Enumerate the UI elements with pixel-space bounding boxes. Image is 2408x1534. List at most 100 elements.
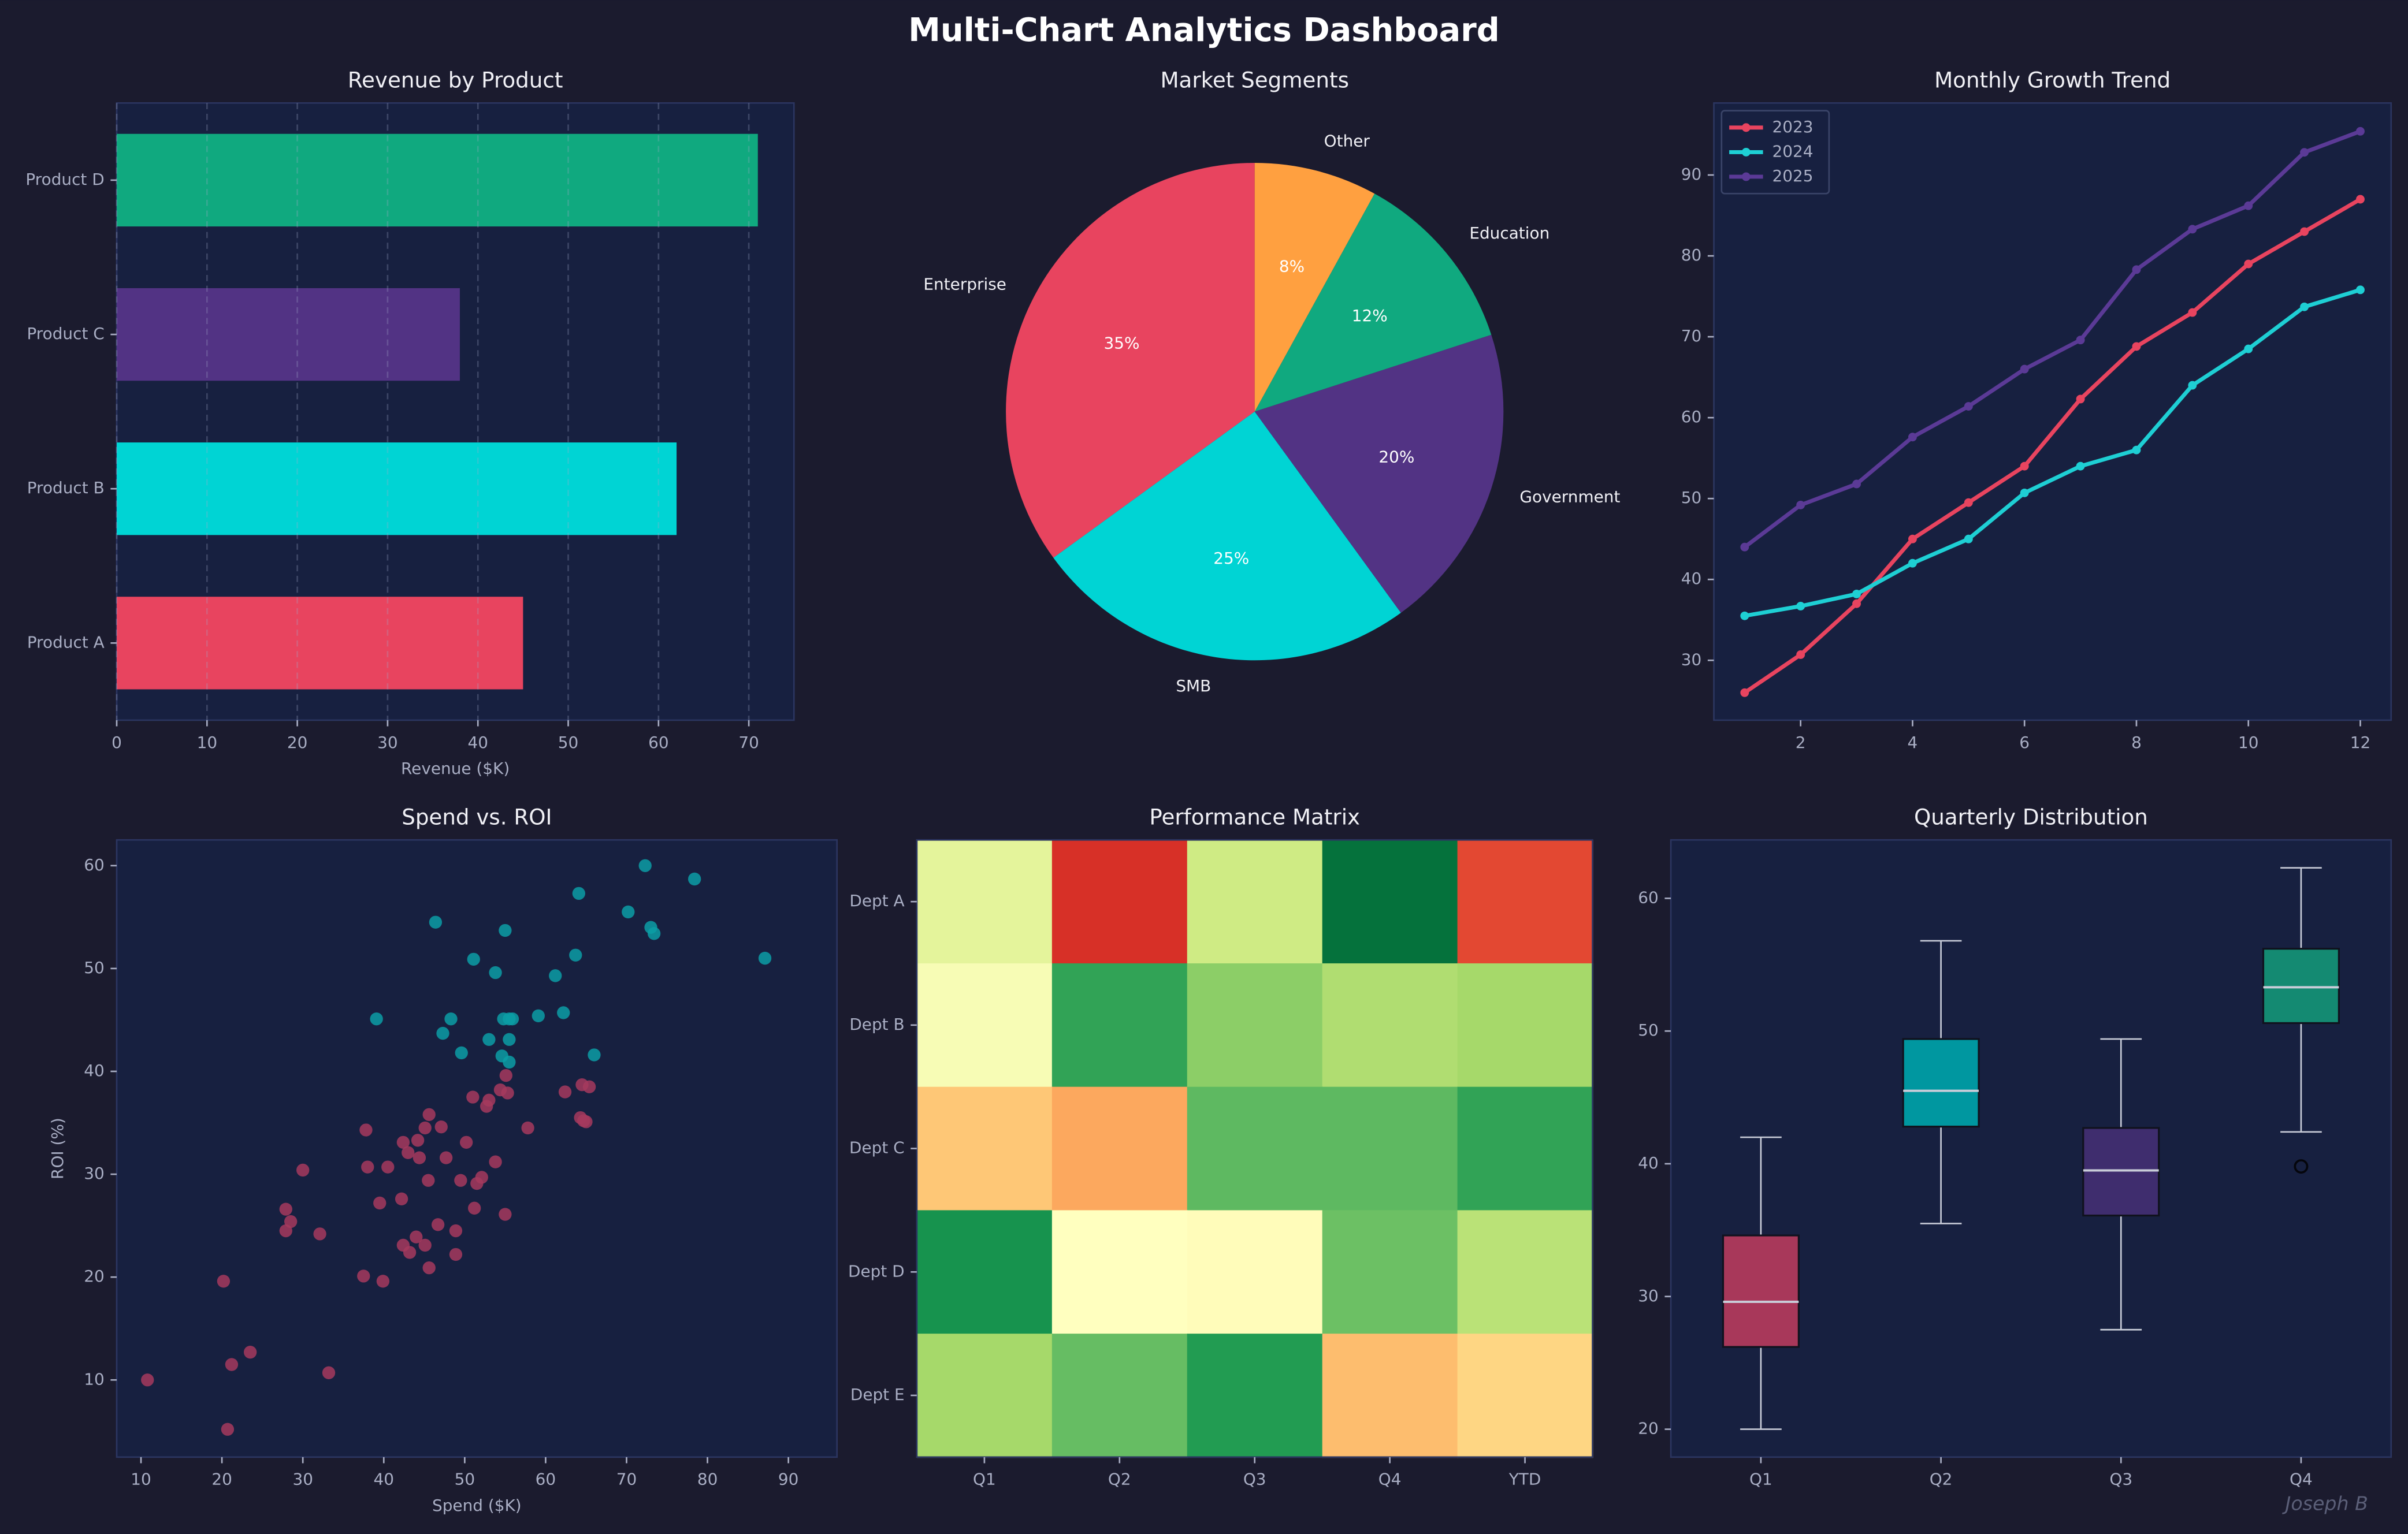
heatmap-cell [1051,1210,1188,1335]
point [1908,433,1917,442]
x-tick-label: 10 [2238,733,2259,752]
x-tick-label: 20 [287,733,308,752]
series-line [1743,129,2361,549]
heatmap-cell [1187,963,1324,1088]
point [410,1230,423,1243]
point [2188,381,2197,390]
chart-title: Revenue by Product [348,68,563,93]
point [225,1358,239,1371]
point [2076,336,2085,345]
point [2300,302,2309,311]
point [381,1160,395,1174]
point [1796,602,1805,610]
point [434,1120,448,1134]
point [482,1033,496,1046]
point [439,1151,453,1164]
point [2076,461,2085,471]
point [370,1012,383,1026]
x-tick-label: 60 [536,1470,556,1489]
point [459,1135,473,1149]
chart-title: Market Segments [1160,68,1349,93]
plot-area [116,839,838,1458]
point [503,1033,516,1046]
point [395,1192,408,1205]
box [1902,1038,1980,1128]
y-tick-label: 50 [1638,1021,1659,1040]
point [322,1366,336,1379]
point [549,969,562,982]
slice-value-label: 12% [1352,306,1388,325]
point [2188,225,2197,234]
x-tick-label: 30 [292,1470,313,1489]
y-tick-label: 40 [1638,1153,1659,1172]
x-tick-label: 0 [112,733,122,752]
y-tick-label: 60 [1638,888,1659,907]
chart-title: Quarterly Distribution [1914,805,2148,830]
legend-marker [1741,123,1751,132]
point [2356,195,2365,204]
point [1908,534,1917,543]
point [475,1171,488,1184]
point [1852,479,1861,489]
point [532,1009,545,1022]
y-tick-label: 60 [84,855,105,874]
y-tick-label: 50 [84,958,105,977]
point [521,1121,534,1135]
heatmap-cell [1457,1086,1593,1211]
x-tick-label: 20 [211,1470,232,1489]
point [422,1261,436,1275]
point [2244,201,2253,210]
y-tick-label: 30 [1681,650,1702,669]
point [361,1160,374,1174]
point [279,1224,292,1238]
heatmap-cell [916,1210,1053,1335]
point [402,1146,415,1159]
y-tick-label: 60 [1681,407,1702,426]
y-tick-label: Dept C [849,1138,905,1157]
point [357,1269,370,1283]
point [482,1093,496,1107]
point [588,1048,601,1062]
y-tick-label: 10 [84,1369,105,1388]
x-tick-label: 30 [377,733,398,752]
point [1740,611,1749,620]
y-tick-label: Product D [25,170,104,189]
y-tick-label: Product B [27,478,105,497]
heatmap-cell [1187,1334,1324,1458]
y-tick-label: 30 [1638,1286,1659,1305]
point [2076,394,2085,404]
x-axis-label: Spend ($K) [432,1496,522,1515]
point [373,1196,387,1210]
x-tick-label: 10 [131,1470,151,1489]
point [2188,308,2197,317]
point [2132,265,2141,274]
x-tick-label: YTD [1508,1470,1541,1489]
point [217,1275,231,1288]
point [503,1055,516,1069]
point [411,1134,425,1147]
heatmap-cell [1457,1334,1593,1458]
x-tick-label: 50 [455,1470,475,1489]
x-tick-label: 50 [558,733,579,752]
heatmap-cell [1051,963,1188,1088]
x-tick-label: Q4 [2290,1470,2313,1489]
legend-label: 2025 [1772,166,1814,185]
slice-label: Government [1519,487,1620,507]
heatmap-cell [1051,840,1188,965]
bar [117,288,460,381]
pie-slice [1254,334,1504,613]
slice-value-label: 20% [1378,447,1414,466]
y-tick-label: 40 [1681,569,1702,588]
x-tick-label: 6 [2019,733,2030,752]
point [429,915,443,929]
x-tick-label: Q2 [1108,1470,1131,1489]
slice-value-label: 8% [1279,256,1305,275]
point [2300,148,2309,157]
point [2020,461,2029,471]
point [1964,534,1973,543]
x-tick-label: Q3 [2109,1470,2132,1489]
point [2020,488,2029,497]
heatmap-cell [1322,1086,1458,1211]
point [2020,364,2029,374]
